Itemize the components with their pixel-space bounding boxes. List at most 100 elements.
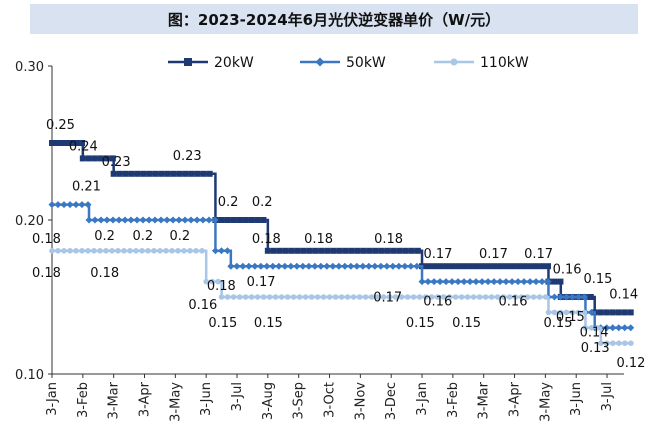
- marker-square: [425, 263, 432, 270]
- marker-circle: [61, 248, 67, 254]
- marker-circle: [557, 309, 564, 316]
- marker-diamond: [502, 278, 510, 286]
- marker-diamond: [175, 216, 183, 224]
- marker-diamond: [436, 278, 444, 286]
- marker-diamond: [562, 293, 570, 301]
- marker-circle: [610, 340, 616, 347]
- marker-circle: [368, 294, 375, 300]
- data-label: 0.17: [524, 247, 553, 262]
- marker-circle: [350, 294, 357, 300]
- marker-square: [336, 247, 343, 254]
- data-label: 0.12: [616, 356, 645, 371]
- marker-diamond: [460, 278, 468, 286]
- data-label: 0.18: [32, 232, 61, 247]
- x-tick-label: 3-Feb: [446, 382, 461, 418]
- marker-diamond: [383, 262, 391, 270]
- marker-diamond: [281, 262, 289, 270]
- marker-circle: [230, 294, 237, 300]
- marker-square: [248, 217, 255, 223]
- marker-diamond: [139, 216, 147, 224]
- marker-circle: [386, 294, 393, 300]
- marker-square: [109, 155, 116, 162]
- data-label: 0.14: [580, 325, 609, 340]
- marker-circle: [512, 294, 519, 300]
- data-label: 0.2: [252, 195, 273, 210]
- marker-diamond: [317, 262, 325, 270]
- marker-square: [455, 263, 462, 270]
- marker-diamond: [580, 293, 588, 301]
- data-label: 0.2: [218, 195, 239, 210]
- marker-diamond: [211, 216, 219, 224]
- marker-diamond: [227, 262, 235, 270]
- marker-diamond: [341, 262, 349, 270]
- marker-square: [597, 309, 604, 316]
- marker-circle: [109, 248, 115, 254]
- marker-circle: [151, 248, 157, 254]
- marker-circle: [494, 294, 501, 300]
- marker-circle: [260, 294, 267, 300]
- marker-diamond: [54, 201, 62, 209]
- marker-diamond: [145, 216, 153, 224]
- marker-square: [264, 247, 271, 254]
- marker-circle: [598, 340, 604, 347]
- marker-square: [372, 247, 379, 254]
- marker-diamond: [85, 216, 93, 224]
- marker-square: [609, 309, 616, 316]
- x-tick-label: 3-Apr: [138, 381, 153, 417]
- marker-circle: [248, 294, 255, 300]
- marker-diamond: [193, 216, 201, 224]
- marker-diamond: [127, 216, 135, 224]
- marker-diamond: [490, 278, 498, 286]
- marker-circle: [446, 294, 453, 300]
- x-tick-label: 3-Sep: [292, 382, 307, 419]
- series-layer: [48, 140, 635, 347]
- marker-circle: [224, 294, 231, 300]
- marker-circle: [464, 294, 471, 300]
- marker-circle: [545, 309, 552, 316]
- marker-square: [431, 263, 438, 270]
- marker-diamond: [60, 201, 68, 209]
- data-label: 0.23: [102, 155, 131, 170]
- marker-diamond: [257, 262, 265, 270]
- data-label: 0.23: [173, 149, 202, 164]
- data-label: 0.16: [553, 263, 582, 278]
- marker-square: [260, 217, 267, 223]
- marker-circle: [563, 309, 570, 316]
- marker-circle: [187, 248, 193, 254]
- marker-circle: [488, 294, 495, 300]
- marker-circle: [569, 309, 576, 316]
- marker-square: [587, 294, 594, 300]
- legend-label-20kW: 20kW: [214, 55, 254, 71]
- legend-label-50kW: 50kW: [346, 55, 386, 71]
- marker-square: [354, 247, 361, 254]
- marker-circle: [199, 248, 205, 254]
- marker-diamond: [359, 262, 367, 270]
- marker-circle: [79, 248, 85, 254]
- marker-square: [146, 170, 153, 177]
- marker-square: [242, 217, 249, 223]
- marker-diamond: [520, 278, 528, 286]
- marker-diamond: [424, 278, 432, 286]
- marker-square: [360, 247, 367, 254]
- marker-diamond: [544, 278, 552, 286]
- marker-square: [366, 247, 373, 254]
- marker-circle: [616, 340, 622, 347]
- marker-square: [79, 155, 86, 162]
- marker-diamond: [353, 262, 361, 270]
- marker-circle: [272, 294, 279, 300]
- x-tick-label: 3-Apr: [508, 381, 523, 417]
- data-label: 0.2: [94, 229, 115, 244]
- x-tick-label: 3-May: [168, 382, 183, 422]
- marker-circle: [169, 248, 175, 254]
- data-label: 0.24: [69, 139, 98, 154]
- data-label: 0.16: [499, 295, 528, 310]
- data-label: 0.18: [90, 266, 119, 281]
- marker-diamond: [323, 262, 331, 270]
- data-label: 0.16: [188, 298, 217, 313]
- x-tick-label: 3-Nov: [353, 382, 368, 421]
- marker-square: [276, 247, 283, 254]
- marker-diamond: [401, 262, 409, 270]
- marker-diamond: [365, 262, 373, 270]
- marker-circle: [440, 294, 447, 300]
